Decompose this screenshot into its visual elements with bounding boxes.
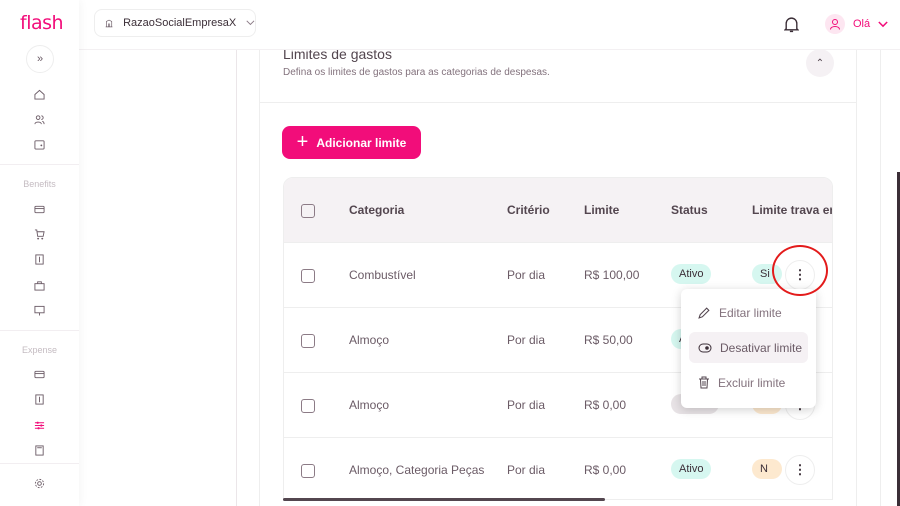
menu-item-label: Editar limite	[719, 305, 782, 320]
divider	[260, 102, 857, 103]
row-checkbox[interactable]	[301, 269, 315, 283]
status-badge: Ativo	[671, 459, 712, 479]
row-checkbox[interactable]	[301, 464, 315, 478]
row-actions-menu: Editar limite Desativar limite Excluir l…	[681, 289, 816, 408]
chevron-down-icon	[246, 20, 255, 26]
limit-cell: R$ 0,00	[584, 398, 627, 412]
criterion-cell: Por dia	[507, 463, 546, 477]
calculator-icon[interactable]	[30, 441, 48, 459]
receipt-icon[interactable]	[30, 390, 48, 408]
trash-icon	[699, 376, 709, 389]
table-row: Almoço, Categoria Peças Por dia R$ 0,00 …	[284, 437, 832, 499]
more-vertical-icon: ⋮	[793, 462, 807, 477]
top-header: RazaoSocialEmpresaX Olá	[79, 0, 900, 50]
column-header[interactable]: Limite	[584, 203, 620, 217]
toggle-icon	[698, 343, 712, 352]
category-cell: Combustível	[349, 268, 416, 282]
category-cell: Almoço	[349, 398, 390, 412]
category-cell: Almoço, Categoria Peças	[349, 463, 485, 477]
limits-card	[259, 30, 857, 506]
expand-sidebar-button[interactable]: »	[26, 45, 54, 73]
divider	[0, 463, 79, 464]
pencil-icon	[698, 307, 710, 319]
avatar	[825, 14, 845, 34]
collapse-button[interactable]: ⌃	[806, 49, 834, 77]
row-checkbox[interactable]	[301, 399, 315, 413]
limits-table: Categoria Critério Limite Status Limite …	[283, 177, 833, 500]
select-all-checkbox[interactable]	[301, 204, 315, 218]
chevron-down-icon	[878, 20, 888, 27]
receipt-icon[interactable]	[30, 250, 48, 268]
company-selector[interactable]: RazaoSocialEmpresaX	[94, 9, 256, 37]
category-cell: Almoço	[349, 333, 390, 347]
criterion-cell: Por dia	[507, 268, 546, 282]
presentation-icon[interactable]	[30, 301, 48, 319]
section-label-expense: Expense	[21, 345, 58, 355]
secondary-panel	[79, 50, 237, 506]
company-name: RazaoSocialEmpresaX	[123, 17, 237, 29]
highlight-annotation	[772, 245, 828, 296]
cart-icon[interactable]	[30, 225, 48, 243]
limit-cell: R$ 0,00	[584, 463, 627, 477]
users-icon[interactable]	[30, 110, 48, 128]
menu-item-delete[interactable]: Excluir limite	[689, 367, 808, 398]
criterion-cell: Por dia	[507, 333, 546, 347]
chevrons-right-icon: »	[36, 53, 44, 65]
menu-item-label: Desativar limite	[720, 340, 803, 355]
bell-icon	[783, 17, 800, 33]
limit-cell: R$ 100,00	[584, 268, 640, 282]
limit-cell: R$ 50,00	[584, 333, 633, 347]
column-header[interactable]: Status	[671, 203, 708, 217]
card-icon[interactable]	[30, 200, 48, 218]
home-icon[interactable]	[30, 85, 48, 103]
column-header[interactable]: Limite trava env	[752, 203, 832, 217]
plus-icon: +	[296, 131, 309, 153]
page-title: Limites de gastos	[283, 46, 392, 62]
menu-item-deactivate[interactable]: Desativar limite	[689, 332, 808, 363]
wallet-icon[interactable]	[30, 135, 48, 153]
user-icon	[830, 19, 840, 30]
section-label-benefits: Benefits	[23, 179, 56, 189]
vertical-scrollbar-track	[880, 50, 900, 506]
lock-limit-badge: N	[752, 459, 782, 479]
add-limit-label: Adicionar limite	[316, 135, 407, 150]
criterion-cell: Por dia	[507, 398, 546, 412]
row-actions-button[interactable]: ⋮	[785, 455, 815, 485]
building-icon	[105, 19, 113, 27]
greeting: Olá	[853, 18, 871, 30]
sliders-icon[interactable]	[30, 416, 48, 434]
page-subtitle: Defina os limites de gastos para as cate…	[283, 67, 550, 78]
sidebar: flash » Benefits Expense	[0, 0, 79, 506]
flash-logo: flash	[20, 12, 64, 34]
user-menu[interactable]: Olá	[825, 14, 888, 34]
horizontal-scrollbar[interactable]	[283, 498, 605, 501]
row-checkbox[interactable]	[301, 334, 315, 348]
divider	[0, 164, 79, 165]
chevron-up-icon: ⌃	[815, 57, 825, 69]
notifications-button[interactable]	[783, 16, 800, 38]
vertical-scrollbar[interactable]	[897, 172, 900, 506]
menu-item-edit[interactable]: Editar limite	[689, 297, 808, 328]
table-header: Categoria Critério Limite Status Limite …	[284, 178, 832, 242]
divider	[0, 330, 79, 331]
status-badge: Ativo	[671, 264, 712, 284]
add-limit-button[interactable]: + Adicionar limite	[282, 126, 421, 159]
building-icon[interactable]	[30, 276, 48, 294]
gear-icon[interactable]	[30, 474, 48, 492]
column-header[interactable]: Categoria	[349, 203, 405, 217]
menu-item-label: Excluir limite	[718, 375, 786, 390]
column-header[interactable]: Critério	[507, 203, 550, 217]
card-icon[interactable]	[30, 365, 48, 383]
